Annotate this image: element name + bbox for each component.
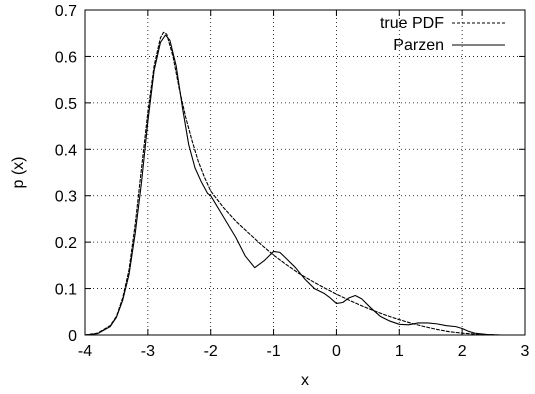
x-tick-label: -4 (78, 343, 92, 360)
x-tick-label: 0 (332, 343, 341, 360)
series-group (84, 31, 526, 336)
series-line-true-pdf (84, 31, 526, 336)
grid (85, 10, 525, 335)
y-axis-label: p (x) (10, 157, 27, 189)
x-tick-label: -3 (141, 343, 155, 360)
x-tick-label: 3 (521, 343, 530, 360)
y-tick-label: 0.5 (55, 96, 77, 113)
legend-label-parzen: Parzen (393, 37, 444, 54)
series-line-parzen (84, 34, 526, 336)
ticks (84, 9, 526, 336)
x-tick-label: 1 (395, 343, 404, 360)
plot-frame (84, 9, 526, 336)
tick-labels: -4 -3 -2 -1 0 1 2 3 0 0.1 0.2 0.3 0.4 0.5 0.6 0.7 (55, 3, 530, 360)
y-tick-label: 0.4 (55, 142, 77, 159)
x-tick-label: -2 (204, 343, 218, 360)
y-tick-label: 0.1 (55, 282, 77, 299)
x-axis-label: x (301, 372, 309, 389)
y-tick-label: 0 (68, 328, 77, 345)
y-tick-label: 0.3 (55, 189, 77, 206)
y-tick-label: 0.2 (55, 235, 77, 252)
legend: true PDF Parzen (380, 15, 505, 54)
y-tick-label: 0.6 (55, 49, 77, 66)
y-tick-label: 0.7 (55, 3, 77, 20)
x-tick-label: 2 (458, 343, 467, 360)
x-tick-label: -1 (266, 343, 280, 360)
legend-label-true-pdf: true PDF (380, 15, 444, 32)
